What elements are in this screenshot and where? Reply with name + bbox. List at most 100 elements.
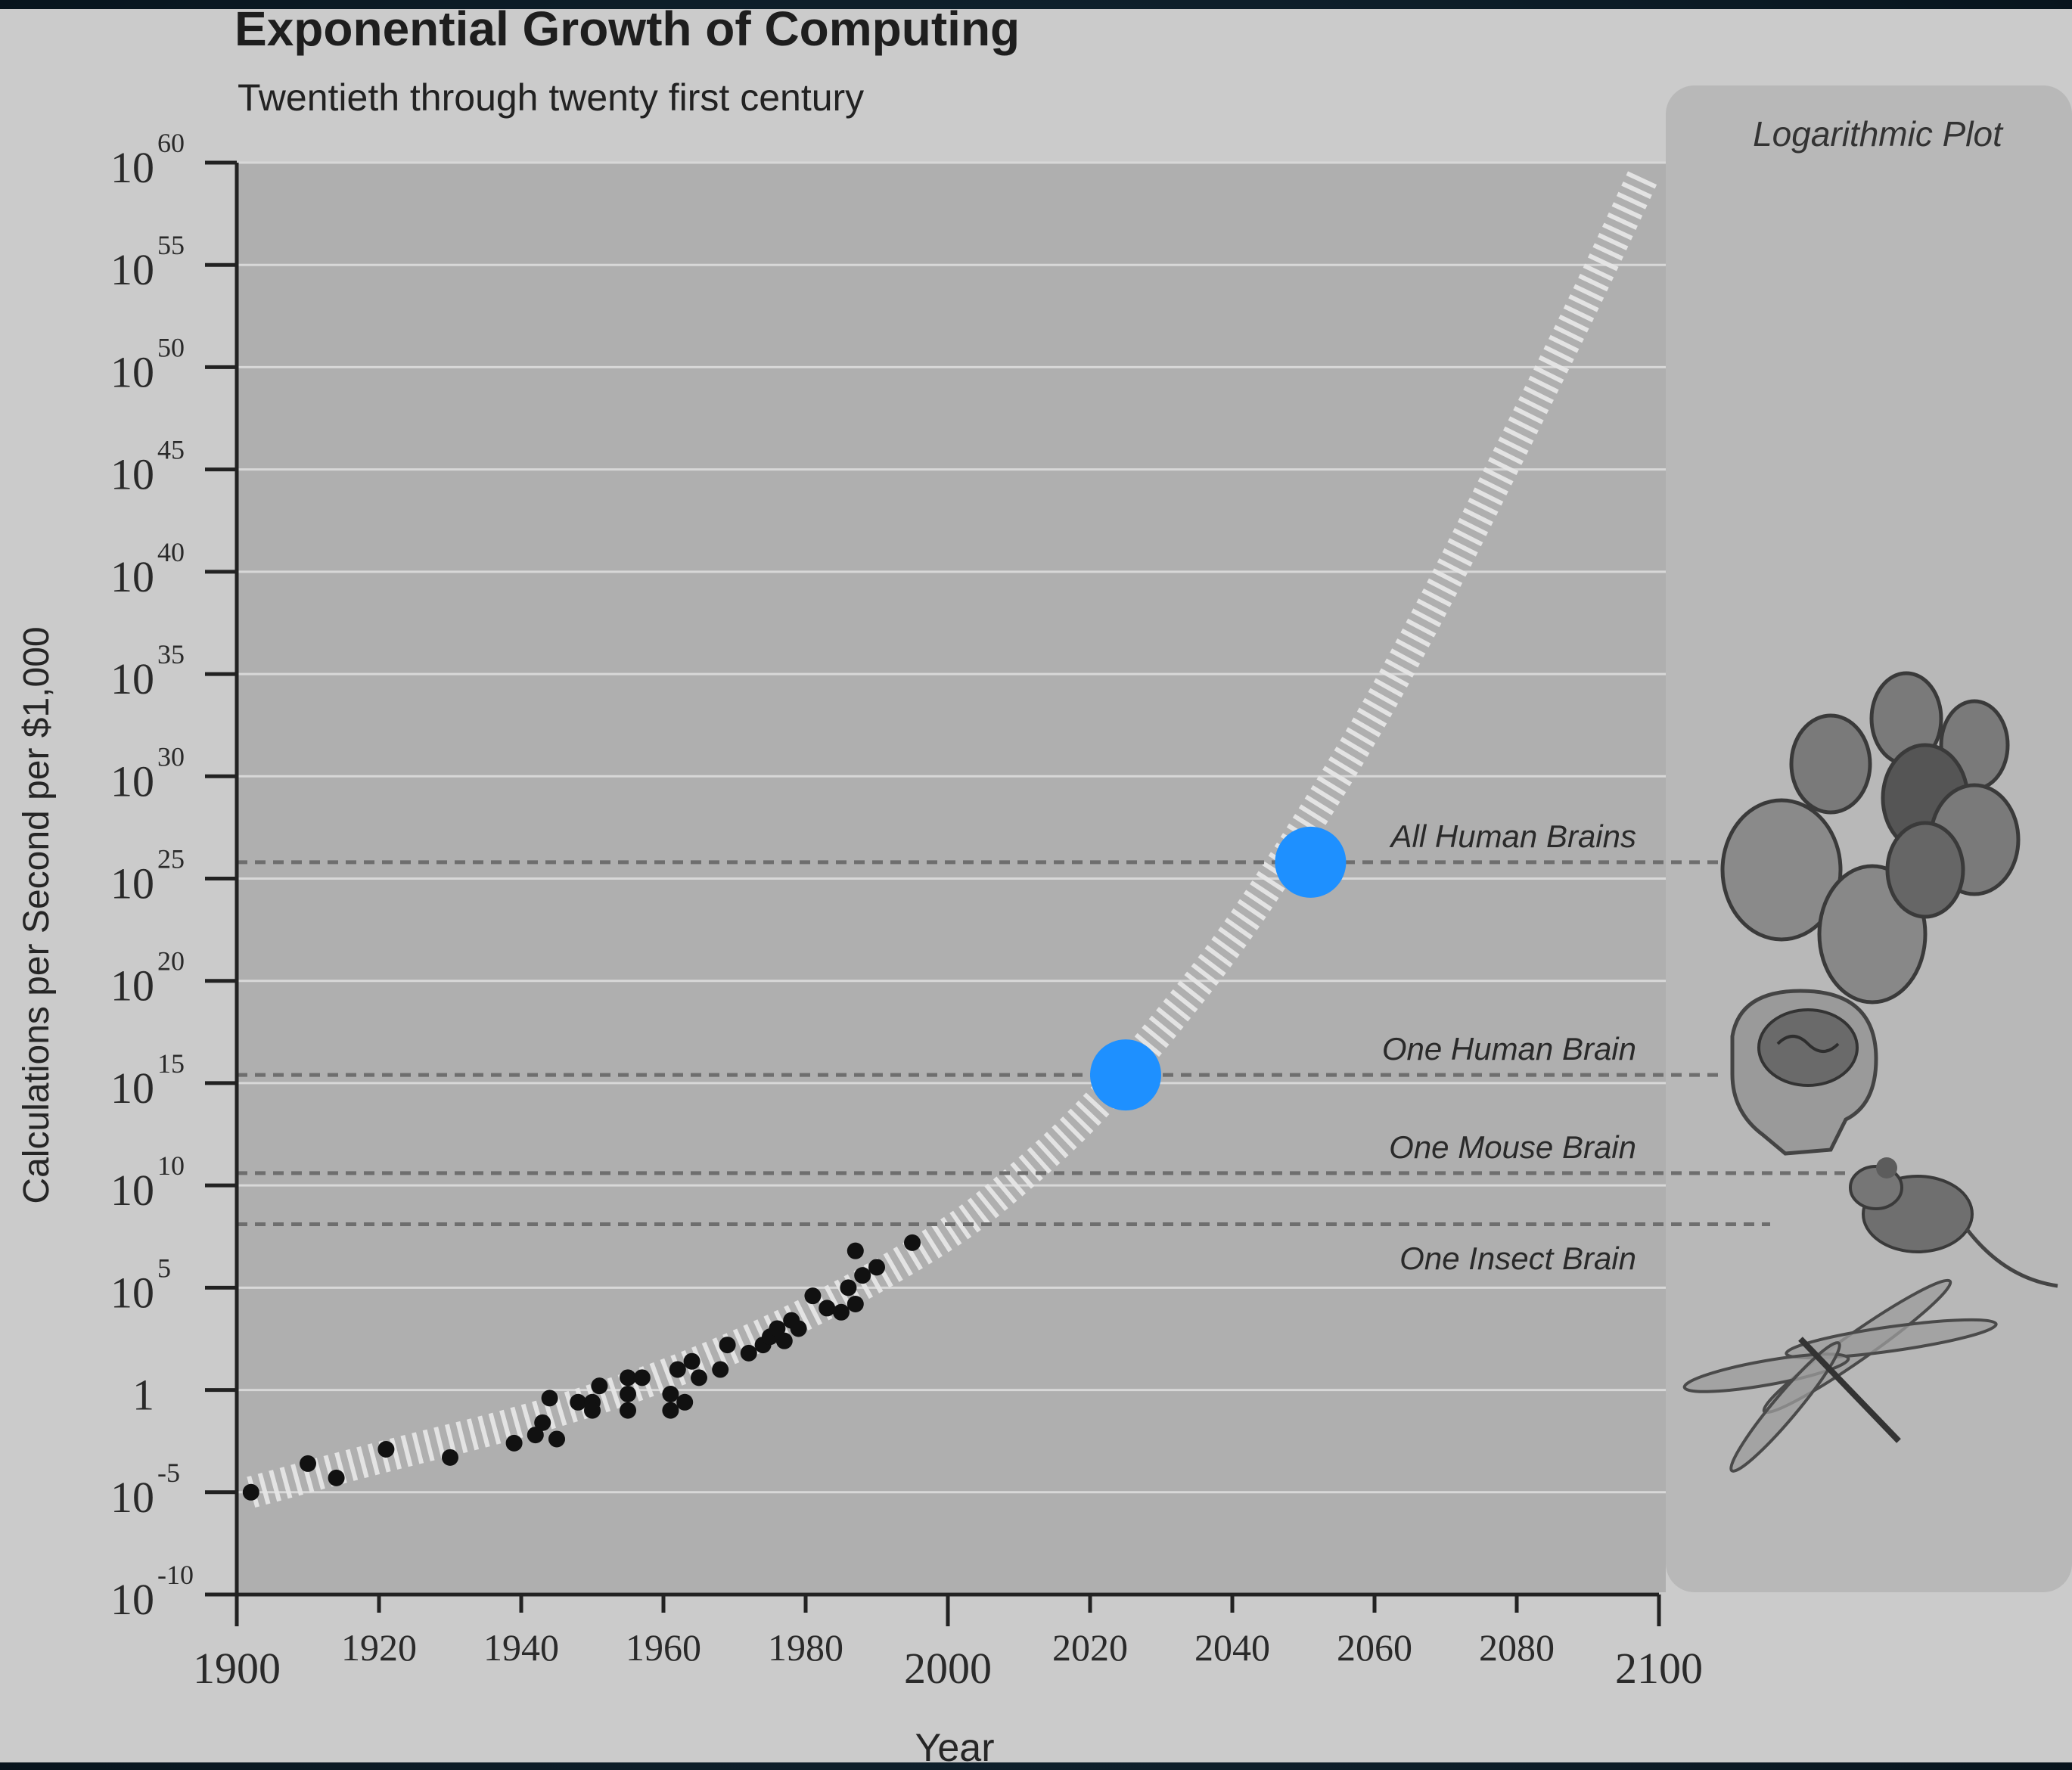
y-tick-label: 10 (110, 756, 154, 806)
data-point (442, 1449, 458, 1466)
data-point (620, 1402, 636, 1419)
data-point (769, 1320, 786, 1337)
y-tick-exponent: 35 (157, 639, 185, 669)
y-tick-exponent: 45 (157, 435, 185, 465)
trend-band (247, 166, 1660, 1508)
y-axis-title: Calculations per Second per $1,000 (17, 626, 57, 1203)
threshold-label: One Human Brain (1382, 1031, 1636, 1067)
y-tick-exponent: 60 (157, 128, 185, 158)
data-point (541, 1390, 558, 1407)
data-point (662, 1385, 679, 1402)
threshold-lines: All Human Brains One Human Brain One Mouse… (237, 818, 1846, 1276)
human-faces-illustration (1720, 671, 2021, 1005)
y-tick-label: 10 (110, 1064, 154, 1113)
chart-title: Exponential Growth of Computing (235, 2, 1020, 56)
x-tick-label: 1900 (193, 1644, 281, 1693)
y-tick-label: 10 (110, 143, 154, 192)
y-tick-exponent: 20 (157, 946, 185, 977)
highlight-marker (1275, 826, 1347, 898)
x-tick-label: 1940 (483, 1626, 559, 1669)
mouse-illustration (1849, 1157, 2058, 1288)
y-tick-label: 10 (110, 552, 154, 601)
highlight-markers (1090, 826, 1347, 1111)
x-tick-label: 2000 (904, 1644, 992, 1693)
x-tick-label: 2080 (1479, 1626, 1555, 1669)
data-point (242, 1483, 259, 1501)
x-tick-label: 2100 (1615, 1644, 1703, 1693)
data-point (633, 1369, 651, 1386)
gridlines (237, 161, 1666, 1494)
data-point (847, 1242, 864, 1259)
chart-subtitle: Twentieth through twenty first century (238, 76, 864, 119)
data-point (591, 1377, 608, 1395)
data-point (300, 1455, 316, 1472)
y-tick-exponent: 40 (157, 537, 185, 567)
threshold-label: One Mouse Brain (1389, 1129, 1636, 1165)
data-point (904, 1234, 921, 1251)
x-tick-label: 1980 (768, 1626, 843, 1669)
data-point (584, 1402, 601, 1419)
data-point (534, 1414, 551, 1431)
y-tick-exponent: -5 (157, 1458, 180, 1488)
data-point (662, 1402, 679, 1419)
data-point (790, 1320, 807, 1337)
y-tick-exponent: 5 (157, 1253, 171, 1283)
x-tick-label: 2020 (1052, 1626, 1128, 1669)
data-point (377, 1440, 395, 1458)
data-point (328, 1469, 345, 1486)
data-point (620, 1385, 636, 1402)
dragonfly-illustration (1682, 1278, 1998, 1473)
y-tick-label: 10 (110, 1166, 154, 1215)
data-point (775, 1332, 793, 1349)
data-point (804, 1287, 822, 1305)
x-axis-title: Year (915, 1726, 994, 1770)
data-points (242, 1234, 921, 1501)
y-tick-exponent: 25 (157, 844, 185, 874)
data-point (854, 1267, 871, 1284)
data-point (719, 1337, 736, 1354)
y-tick-exponent: 55 (157, 230, 185, 260)
x-tick-label: 2040 (1194, 1626, 1270, 1669)
y-tick-label: 10 (110, 245, 154, 294)
data-point (505, 1434, 523, 1452)
human-brain-illustration (1730, 989, 1878, 1156)
y-tick-label: 10 (110, 1268, 154, 1317)
data-point (833, 1303, 850, 1321)
data-point (527, 1427, 544, 1444)
trend-curve (247, 166, 1660, 1508)
threshold-label: One Insect Brain (1399, 1241, 1636, 1276)
y-tick-label: 1 (132, 1371, 154, 1420)
y-tick-label: 10 (110, 450, 154, 499)
data-point (669, 1361, 686, 1378)
data-point (683, 1352, 701, 1370)
data-point (819, 1300, 836, 1317)
data-point (548, 1430, 565, 1448)
data-point (676, 1393, 694, 1411)
data-point (691, 1369, 707, 1386)
data-point (740, 1344, 757, 1362)
data-point (712, 1361, 729, 1378)
y-tick-exponent: 10 (157, 1150, 185, 1181)
data-point (868, 1259, 885, 1276)
y-tick-exponent: -10 (157, 1560, 194, 1590)
y-tick-label: 10 (110, 1473, 154, 1522)
x-tick-label: 1960 (626, 1626, 701, 1669)
y-tick-label: 10 (110, 961, 154, 1011)
data-point (847, 1295, 864, 1312)
data-point (620, 1369, 636, 1386)
y-tick-exponent: 50 (157, 332, 185, 362)
y-tick-label: 10 (110, 859, 154, 908)
x-tick-label: 1920 (341, 1626, 417, 1669)
y-tick-label: 10 (110, 1575, 154, 1624)
data-point (840, 1279, 857, 1296)
y-tick-exponent: 15 (157, 1048, 185, 1079)
threshold-label: All Human Brains (1389, 818, 1636, 854)
x-tick-label: 2060 (1337, 1626, 1412, 1669)
y-tick-exponent: 30 (157, 741, 185, 772)
y-tick-label: 10 (110, 654, 154, 703)
data-point (570, 1393, 587, 1411)
y-tick-label: 10 (110, 347, 154, 396)
